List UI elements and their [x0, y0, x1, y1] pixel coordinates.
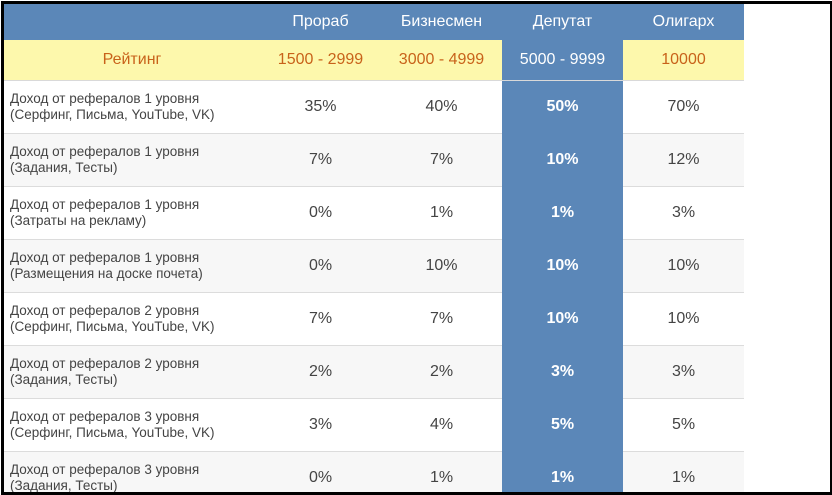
income-source-text: (Задания, Тесты) — [10, 478, 260, 494]
income-type-label: Доход от рефералов 3 уровня(Серфинг, Пис… — [4, 399, 260, 452]
percent-cell-deputat: 10% — [502, 134, 623, 187]
header-rank-prorab: Прораб — [260, 4, 381, 40]
header-rank-deputat: Депутат — [502, 4, 623, 40]
income-type-label: Доход от рефералов 1 уровня(Задания, Тес… — [4, 134, 260, 187]
income-level-text: Доход от рефералов 1 уровня — [10, 91, 260, 107]
percent-cell-oligarkh: 1% — [623, 452, 744, 495]
rating-value-biznesmen: 3000 - 4999 — [381, 40, 502, 81]
header-rank-oligarkh: Олигарх — [623, 4, 744, 40]
percent-cell-prorab: 0% — [260, 452, 381, 495]
header-row: Прораб Бизнесмен Депутат Олигарх — [4, 4, 744, 40]
income-type-label: Доход от рефералов 2 уровня(Серфинг, Пис… — [4, 293, 260, 346]
income-type-label: Доход от рефералов 1 уровня(Серфинг, Пис… — [4, 81, 260, 134]
table-row: Доход от рефералов 1 уровня(Затраты на р… — [4, 187, 744, 240]
percent-cell-prorab: 2% — [260, 346, 381, 399]
rating-value-prorab: 1500 - 2999 — [260, 40, 381, 81]
income-source-text: (Серфинг, Письма, YouTube, VK) — [10, 425, 260, 441]
table-row: Доход от рефералов 1 уровня(Размещения н… — [4, 240, 744, 293]
percent-cell-oligarkh: 70% — [623, 81, 744, 134]
income-type-label: Доход от рефералов 2 уровня(Задания, Тес… — [4, 346, 260, 399]
percent-cell-oligarkh: 10% — [623, 240, 744, 293]
percent-cell-oligarkh: 12% — [623, 134, 744, 187]
income-source-text: (Размещения на доске почета) — [10, 266, 260, 282]
income-level-text: Доход от рефералов 2 уровня — [10, 303, 260, 319]
income-level-text: Доход от рефералов 1 уровня — [10, 197, 260, 213]
percent-cell-prorab: 0% — [260, 240, 381, 293]
percent-cell-deputat: 5% — [502, 399, 623, 452]
percent-cell-prorab: 3% — [260, 399, 381, 452]
income-level-text: Доход от рефералов 1 уровня — [10, 144, 260, 160]
income-source-text: (Затраты на рекламу) — [10, 213, 260, 229]
percent-cell-biznesmen: 7% — [381, 134, 502, 187]
percent-cell-biznesmen: 1% — [381, 452, 502, 495]
rating-value-oligarkh: 10000 — [623, 40, 744, 81]
income-source-text: (Серфинг, Письма, YouTube, VK) — [10, 319, 260, 335]
percent-cell-prorab: 0% — [260, 187, 381, 240]
percent-cell-prorab: 7% — [260, 293, 381, 346]
percent-cell-deputat: 10% — [502, 293, 623, 346]
table-row: Доход от рефералов 2 уровня(Серфинг, Пис… — [4, 293, 744, 346]
income-source-text: (Задания, Тесты) — [10, 372, 260, 388]
income-source-text: (Задания, Тесты) — [10, 160, 260, 176]
percent-cell-deputat: 50% — [502, 81, 623, 134]
percent-cell-biznesmen: 2% — [381, 346, 502, 399]
rating-value-deputat: 5000 - 9999 — [502, 40, 623, 81]
rating-row: Рейтинг 1500 - 2999 3000 - 4999 5000 - 9… — [4, 40, 744, 81]
income-source-text: (Серфинг, Письма, YouTube, VK) — [10, 107, 260, 123]
percent-cell-oligarkh: 10% — [623, 293, 744, 346]
percent-cell-prorab: 7% — [260, 134, 381, 187]
income-level-text: Доход от рефералов 1 уровня — [10, 250, 260, 266]
percent-cell-oligarkh: 5% — [623, 399, 744, 452]
income-type-label: Доход от рефералов 1 уровня(Размещения н… — [4, 240, 260, 293]
income-level-text: Доход от рефералов 3 уровня — [10, 462, 260, 478]
percent-cell-deputat: 3% — [502, 346, 623, 399]
table-row: Доход от рефералов 3 уровня(Задания, Тес… — [4, 452, 744, 495]
percent-cell-biznesmen: 10% — [381, 240, 502, 293]
percent-cell-deputat: 10% — [502, 240, 623, 293]
percent-cell-biznesmen: 4% — [381, 399, 502, 452]
income-level-text: Доход от рефералов 2 уровня — [10, 356, 260, 372]
percent-cell-oligarkh: 3% — [623, 346, 744, 399]
percent-cell-biznesmen: 7% — [381, 293, 502, 346]
rank-comparison-table: Прораб Бизнесмен Депутат Олигарх Рейтинг… — [4, 4, 744, 495]
percent-cell-prorab: 35% — [260, 81, 381, 134]
rating-label: Рейтинг — [4, 40, 260, 81]
header-empty-cell — [4, 4, 260, 40]
percent-cell-biznesmen: 40% — [381, 81, 502, 134]
table-row: Доход от рефералов 1 уровня(Серфинг, Пис… — [4, 81, 744, 134]
header-rank-biznesmen: Бизнесмен — [381, 4, 502, 40]
income-type-label: Доход от рефералов 3 уровня(Задания, Тес… — [4, 452, 260, 495]
percent-cell-deputat: 1% — [502, 452, 623, 495]
percent-cell-deputat: 1% — [502, 187, 623, 240]
table-row: Доход от рефералов 1 уровня(Задания, Тес… — [4, 134, 744, 187]
income-level-text: Доход от рефералов 3 уровня — [10, 409, 260, 425]
table-row: Доход от рефералов 3 уровня(Серфинг, Пис… — [4, 399, 744, 452]
percent-cell-biznesmen: 1% — [381, 187, 502, 240]
percent-cell-oligarkh: 3% — [623, 187, 744, 240]
table-row: Доход от рефералов 2 уровня(Задания, Тес… — [4, 346, 744, 399]
income-type-label: Доход от рефералов 1 уровня(Затраты на р… — [4, 187, 260, 240]
